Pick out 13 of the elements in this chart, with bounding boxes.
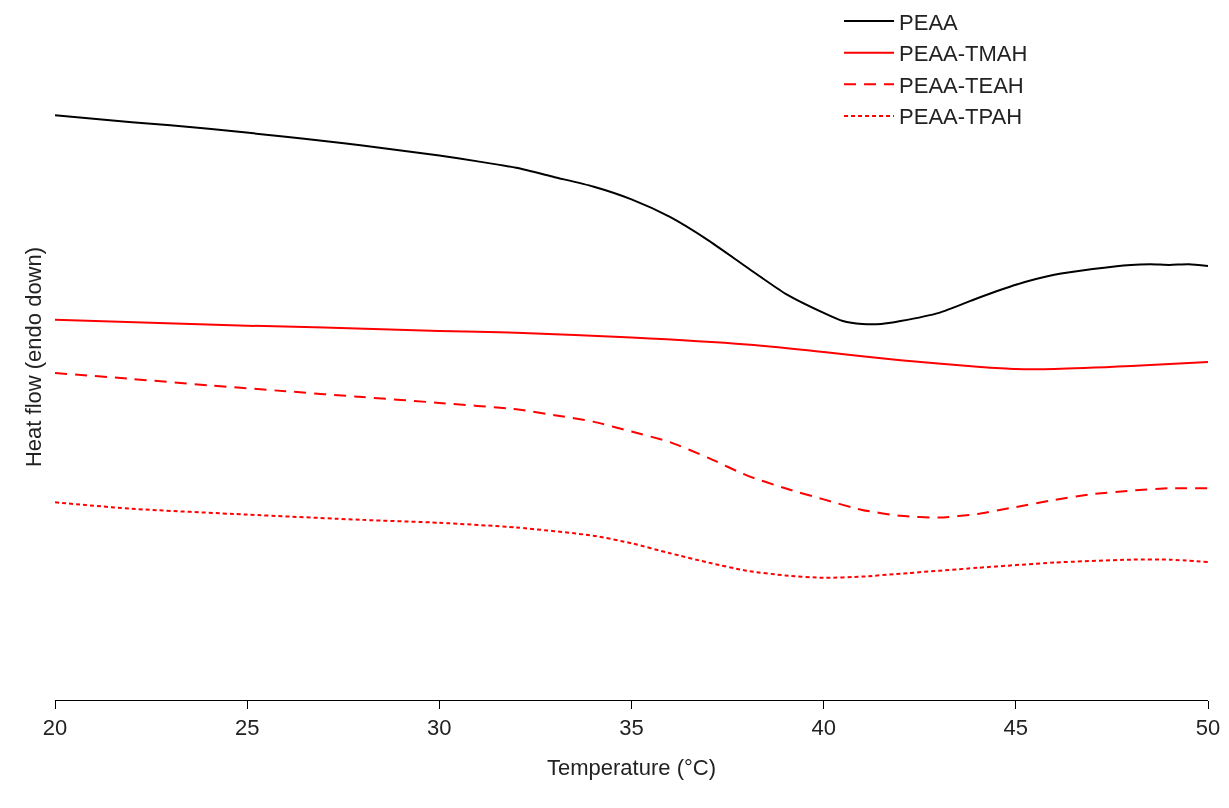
y-axis-title: Heat flow (endo down)	[20, 246, 46, 468]
legend-label: PEAA	[899, 9, 959, 35]
x-tick-label: 35	[619, 715, 644, 741]
x-tick-label: 30	[427, 715, 452, 741]
x-tick-label: 25	[234, 715, 260, 741]
x-tick-label: 40	[811, 715, 836, 741]
legend-label: PEAA-TEAH	[899, 72, 1024, 98]
x-tick-label: 50	[1195, 715, 1221, 741]
legend-label: PEAA-TMAH	[899, 41, 1028, 67]
legend-label: PEAA-TPAH	[899, 104, 1023, 130]
x-tick-label: 45	[1003, 715, 1029, 741]
x-tick-label: 20	[42, 715, 68, 741]
x-axis-title: Temperature (°C)	[547, 755, 716, 781]
